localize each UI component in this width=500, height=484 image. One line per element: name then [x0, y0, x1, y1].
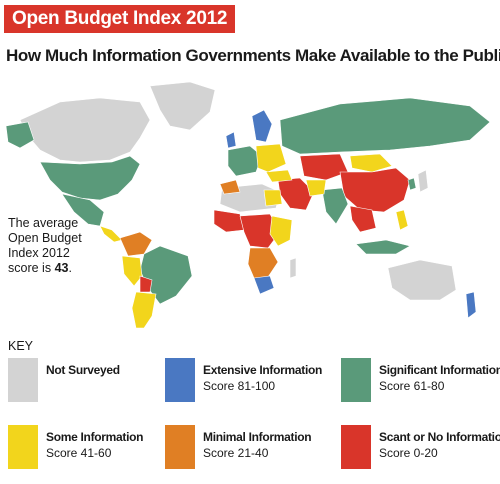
region-alaska — [5, 121, 35, 149]
region-morocco — [219, 179, 241, 195]
average-note-prefix: score is — [8, 261, 52, 275]
region-greenland — [149, 81, 216, 131]
average-note-line-3: Index 2012 — [8, 246, 70, 260]
region-east-africa — [269, 215, 293, 247]
average-note-line-1: The average — [8, 216, 79, 230]
key-item-not-surveyed: Not Surveyed — [8, 358, 168, 402]
key-range-significant: Score 61-80 — [379, 379, 445, 393]
region-afghanistan — [305, 179, 327, 197]
average-note-line-2: Open Budget — [8, 231, 82, 245]
region-japan — [417, 169, 429, 193]
region-brazil — [139, 245, 193, 305]
region-india — [321, 187, 349, 225]
average-score-note: The average Open Budget Index 2012 score… — [8, 216, 98, 276]
region-indonesia — [355, 239, 411, 255]
region-china — [339, 167, 411, 213]
map-subtitle: How Much Information Governments Make Av… — [6, 46, 500, 65]
region-mongolia — [349, 153, 393, 173]
region-western-europe — [227, 145, 263, 177]
region-central-asia — [299, 153, 349, 181]
region-egypt — [263, 189, 283, 207]
key-item-extensive: Extensive Information Score 81-100 — [165, 358, 325, 402]
world-map — [5, 81, 491, 329]
key-range-minimal: Score 21-40 — [203, 446, 269, 460]
key-swatch-extensive — [165, 358, 195, 402]
region-scandinavia — [251, 109, 273, 143]
region-eastern-europe — [255, 143, 287, 173]
region-central-america — [99, 225, 123, 243]
key-swatch-significant — [341, 358, 371, 402]
key-item-significant: Significant Information Score 61-80 — [341, 358, 500, 402]
region-south-africa — [253, 275, 275, 295]
key-title: KEY — [8, 339, 34, 353]
key-swatch-some — [8, 425, 38, 469]
region-canada — [19, 97, 151, 163]
key-label-scant: Scant or No Information — [379, 430, 500, 444]
region-madagascar — [289, 257, 297, 279]
key-swatch-scant — [341, 425, 371, 469]
key-range-scant: Score 0-20 — [379, 446, 438, 460]
region-colombia — [119, 231, 153, 257]
key-range-some: Score 41-60 — [46, 446, 112, 460]
region-bolivia — [139, 275, 153, 293]
key-label-significant: Significant Information — [379, 363, 500, 377]
region-usa — [39, 155, 141, 201]
region-korea — [407, 177, 417, 191]
key-label-not-surveyed: Not Surveyed — [46, 363, 120, 377]
region-australia — [387, 259, 457, 301]
key-swatch-not-surveyed — [8, 358, 38, 402]
key-label-extensive: Extensive Information — [203, 363, 323, 377]
region-new-zealand — [465, 291, 477, 319]
key-swatch-minimal — [165, 425, 195, 469]
average-score-value: 43 — [54, 261, 69, 275]
region-west-africa — [213, 209, 245, 233]
key-label-some: Some Information — [46, 430, 144, 444]
key-range-extensive: Score 81-100 — [203, 379, 276, 393]
region-argentina — [131, 291, 157, 329]
region-uk — [225, 131, 237, 149]
key-item-scant: Scant or No Information Score 0-20 — [341, 425, 500, 469]
key-item-minimal: Minimal Information Score 21-40 — [165, 425, 325, 469]
region-philippines — [395, 209, 409, 231]
region-turkey — [265, 169, 293, 183]
region-russia — [279, 97, 491, 155]
banner-title: Open Budget Index 2012 — [4, 5, 236, 33]
region-southern-africa — [247, 247, 279, 281]
key-label-minimal: Minimal Information — [203, 430, 312, 444]
region-southeast-asia — [349, 205, 377, 233]
average-note-suffix: . — [68, 261, 72, 275]
key-item-some: Some Information Score 41-60 — [8, 425, 168, 469]
region-peru — [121, 255, 143, 287]
